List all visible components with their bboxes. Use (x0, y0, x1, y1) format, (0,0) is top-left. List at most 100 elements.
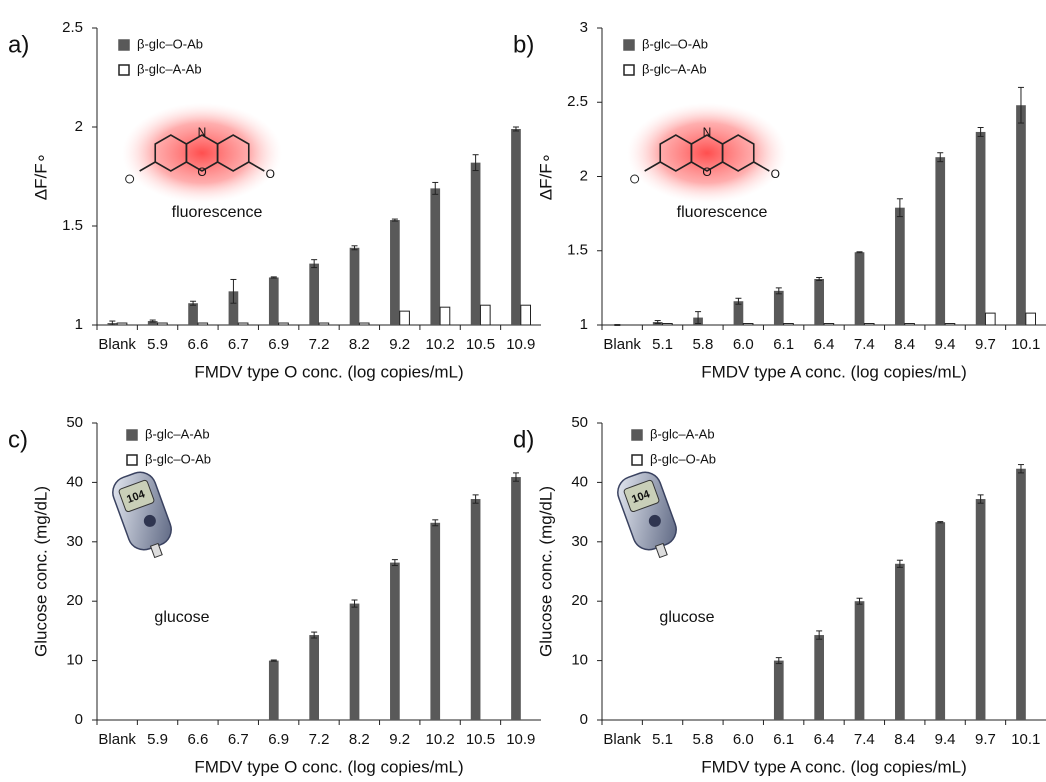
error-bar (654, 320, 661, 325)
error-bar (977, 126, 984, 137)
error-bar (512, 126, 519, 132)
bar (975, 131, 986, 325)
error-bar (816, 276, 823, 281)
panel-label: c) (8, 426, 28, 453)
bar (895, 563, 905, 720)
y-tick-label: 30 (571, 533, 588, 550)
bar (430, 188, 441, 325)
bar (1016, 468, 1026, 720)
x-tick-label: 7.2 (309, 336, 330, 353)
bar (147, 321, 158, 325)
x-axis-title: FMDV type O conc. (log copies/mL) (194, 757, 463, 776)
charge (630, 174, 640, 184)
bond (753, 161, 770, 172)
x-tick-label: 10.2 (425, 336, 454, 353)
annotation: fluorescence (172, 204, 263, 221)
y-axis-title: ΔF/F∘ (31, 153, 50, 201)
error-bar (351, 245, 358, 251)
error-bar (775, 657, 782, 665)
charge (125, 174, 135, 184)
bar (309, 635, 319, 720)
bar (742, 323, 754, 326)
error-bar (1017, 464, 1024, 474)
y-tick-label: 1.5 (62, 217, 83, 234)
x-tick-label: 6.0 (733, 336, 754, 353)
annotation: fluorescence (677, 204, 768, 221)
x-tick-label: Blank (603, 731, 641, 748)
legend-swatch (623, 64, 635, 76)
legend-swatch (118, 39, 130, 51)
atom-label: N (198, 125, 207, 139)
bar (895, 207, 905, 325)
error-bar (856, 251, 863, 254)
x-tick-label: 10.1 (1011, 336, 1040, 353)
legend-label: β-glc–O-Ab (642, 36, 708, 51)
bond (644, 161, 661, 172)
error-bar (896, 559, 903, 568)
x-tick-label: 9.7 (975, 731, 996, 748)
error-bar (109, 320, 116, 326)
x-tick-label: Blank (603, 336, 641, 353)
panel-label: d) (513, 426, 534, 453)
error-bar (472, 154, 479, 172)
x-tick-label: 8.4 (894, 731, 915, 748)
bar (157, 322, 168, 326)
bar (904, 323, 915, 326)
legend-label: β-glc–A-Ab (137, 61, 202, 76)
bar (511, 128, 521, 325)
bar (520, 304, 532, 326)
y-tick-label: 3 (580, 19, 588, 36)
y-tick-label: 10 (66, 652, 83, 669)
x-tick-label: 6.6 (187, 731, 208, 748)
error-bar (512, 472, 519, 482)
error-bar (391, 218, 398, 222)
x-tick-label: 10.5 (466, 731, 495, 748)
x-tick-label: 10.9 (506, 731, 535, 748)
legend-label: β-glc–A-Ab (650, 426, 715, 441)
x-tick-label: 6.4 (814, 731, 835, 748)
y-tick-label: 2 (75, 118, 83, 135)
bar (470, 162, 481, 325)
bar (814, 635, 824, 720)
error-bar (695, 311, 702, 325)
bar (358, 322, 370, 326)
bar (479, 304, 491, 326)
bar (823, 323, 835, 326)
x-tick-label: 6.4 (814, 336, 835, 353)
error-bar (1017, 86, 1024, 124)
legend-swatch (631, 429, 643, 441)
x-tick-label: 5.9 (147, 336, 168, 353)
bar (1016, 105, 1026, 325)
x-tick-label: 9.4 (935, 731, 956, 748)
x-tick-label: 7.4 (854, 336, 875, 353)
x-tick-label: 8.2 (349, 731, 370, 748)
legend-label: β-glc–A-Ab (642, 61, 707, 76)
bar (854, 252, 865, 325)
y-tick-label: 0 (75, 711, 83, 728)
error-bar (735, 297, 742, 305)
bar (309, 263, 319, 325)
bar (278, 322, 289, 326)
ring (216, 134, 250, 172)
error-bar (775, 287, 782, 295)
legend-swatch (126, 454, 138, 466)
bar (662, 323, 673, 326)
bar (197, 322, 209, 326)
y-tick-label: 2.5 (62, 19, 83, 36)
bar (511, 477, 521, 720)
x-tick-label: 5.1 (652, 731, 673, 748)
y-tick-label: 2.5 (567, 93, 588, 110)
x-tick-label: 6.9 (268, 336, 289, 353)
glow (627, 103, 787, 203)
x-tick-label: 7.2 (309, 731, 330, 748)
bar (814, 278, 824, 325)
panel-label: b) (513, 31, 534, 58)
bar (984, 312, 996, 326)
y-tick-label: 50 (66, 414, 83, 431)
bond (139, 161, 156, 172)
bar (390, 562, 400, 720)
